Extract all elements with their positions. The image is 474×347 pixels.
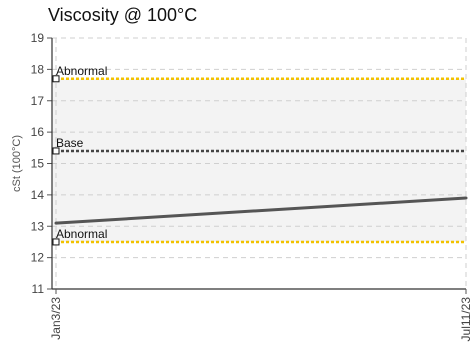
y-tick-label: 19 [31,31,45,45]
y-tick-label: 13 [31,219,45,233]
series-line [55,196,467,225]
reference-marker [52,75,60,83]
y-axis-label: cSt (100°C) [11,135,23,192]
data-point [464,196,468,200]
reference-marker [52,238,60,246]
y-tick-label: 11 [32,282,45,296]
y-tick-label: 15 [31,157,45,171]
data-point [54,221,58,225]
y-tick-label: 18 [31,62,45,76]
chart-title: Viscosity @ 100°C [48,5,198,25]
reference-label: Abnormal [56,227,107,241]
y-tick-label: 17 [31,94,45,108]
reference-marker [52,147,60,155]
x-tick-label: Jul11/23 [459,297,473,342]
reference-label: Base [56,136,84,150]
y-tick-label: 16 [31,125,45,139]
normal-range-band [52,78,466,242]
y-tick-label: 14 [31,188,45,202]
y-tick-label: 12 [31,251,45,265]
x-tick-label: Jan3/23 [49,297,63,340]
reference-label: Abnormal [56,64,107,78]
